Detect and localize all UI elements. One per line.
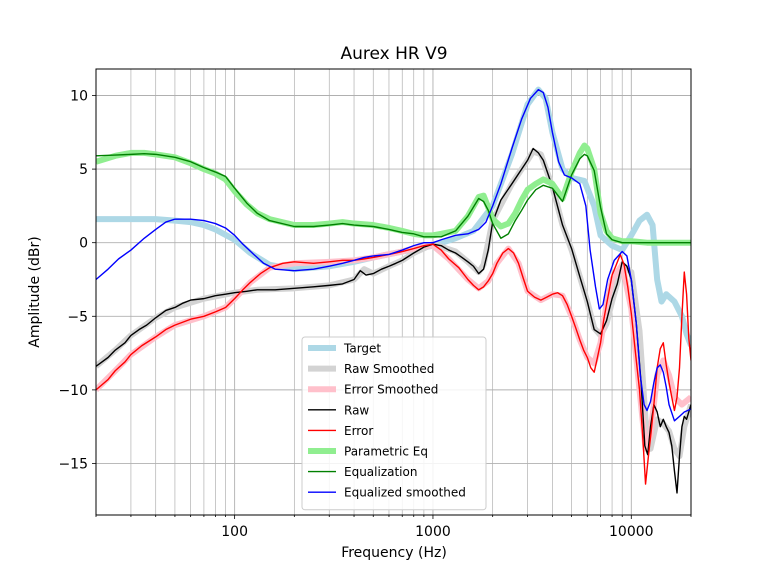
y-tick-label: 5 — [79, 162, 88, 178]
x-tick-label: 1000 — [415, 524, 451, 540]
x-axis-label: Frequency (Hz) — [341, 545, 447, 561]
legend-label-equalization: Equalization — [344, 465, 417, 479]
y-tick-label: −10 — [58, 383, 88, 399]
y-tick-label: 0 — [79, 236, 88, 252]
series-line-equalized-smoothed — [96, 88, 691, 422]
chart-title: Aurex HR V9 — [340, 44, 447, 64]
series-line-target — [96, 86, 691, 347]
y-tick-label: −5 — [67, 309, 88, 325]
legend-label-error-smoothed: Error Smoothed — [344, 383, 438, 397]
legend-label-raw-smoothed: Raw Smoothed — [344, 362, 434, 376]
series-line-error — [96, 243, 691, 485]
y-axis-ticks: 10 5 0 −5 −10 −15 — [58, 88, 96, 472]
legend-label-equalized-smoothed: Equalized smoothed — [344, 486, 466, 500]
y-tick-label: −15 — [58, 456, 88, 472]
y-axis-label: Amplitude (dBr) — [27, 236, 43, 347]
series-line-raw — [96, 147, 691, 494]
series-layer — [96, 86, 691, 494]
series-line-equalization — [96, 152, 691, 244]
legend-label-parametric-eq: Parametric Eq — [344, 445, 428, 459]
legend-box — [301, 336, 487, 511]
x-tick-label: 10000 — [609, 524, 654, 540]
legend-label-target: Target — [343, 342, 381, 356]
x-tick-label: 100 — [221, 524, 248, 540]
legend-label-raw: Raw — [344, 403, 369, 417]
x-axis-ticks: 100 1000 10000 — [95, 515, 692, 540]
legend-label-error: Error — [344, 424, 373, 438]
legend: Target Raw Smoothed Error Smoothed Raw Error… — [301, 336, 487, 511]
plot-frame — [95, 68, 692, 516]
y-tick-label: 10 — [70, 88, 88, 104]
